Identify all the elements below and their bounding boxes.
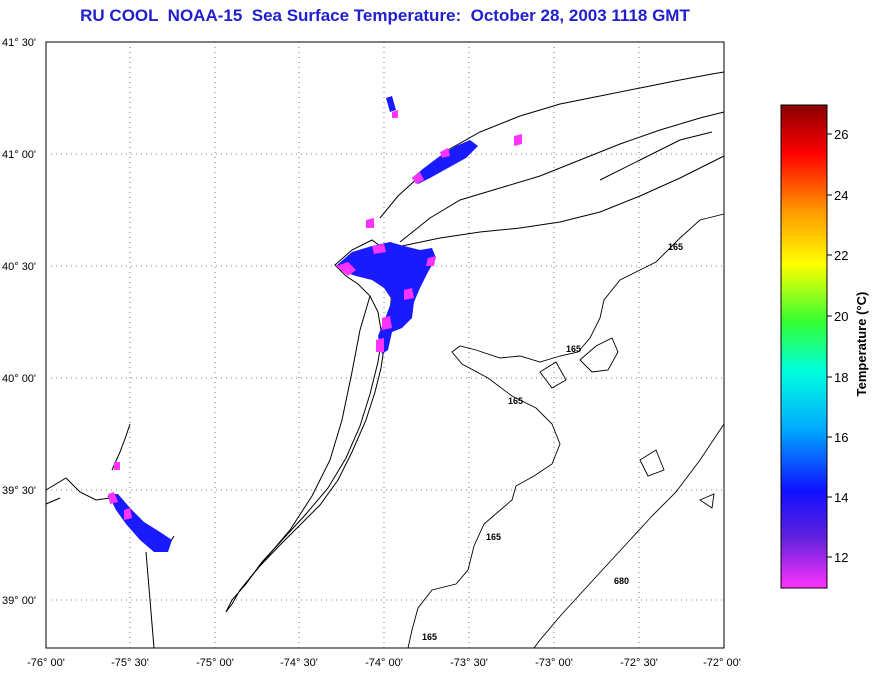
- colorbar-tick: 12: [834, 550, 848, 565]
- colorbar-label: Temperature (°C): [854, 292, 869, 397]
- lon-label: -74° 00': [365, 657, 403, 669]
- colorbar-tick: 26: [834, 127, 848, 142]
- colorbar-tick: 22: [834, 248, 848, 263]
- lon-label: -74° 30': [280, 657, 318, 669]
- contour-label: 165: [486, 532, 501, 542]
- map-title: RU COOL NOAA-15 Sea Surface Temperature:…: [80, 6, 690, 25]
- contour-label: 165: [668, 242, 683, 252]
- latitude-labels: 41° 30' 41° 00' 40° 30' 40° 00' 39° 30' …: [2, 37, 36, 607]
- colorbar-tick: 24: [834, 188, 848, 203]
- colorbar-tick: 18: [834, 370, 848, 385]
- lat-label: 41° 00': [2, 149, 36, 161]
- lon-label: -76° 00': [27, 657, 65, 669]
- colorbar-tick: 14: [834, 490, 848, 505]
- lon-label: -73° 30': [450, 657, 488, 669]
- colorbar-tick: 20: [834, 309, 848, 324]
- lon-label: -73° 00': [535, 657, 573, 669]
- lon-label: -75° 30': [111, 657, 149, 669]
- isobath-contours: [407, 213, 725, 649]
- graticule: [46, 42, 724, 648]
- lat-label: 40° 00': [2, 373, 36, 385]
- contour-label: 165: [508, 396, 523, 406]
- contour-label: 165: [566, 344, 581, 354]
- lon-label: -72° 00': [703, 657, 741, 669]
- colorbar-tick: 16: [834, 430, 848, 445]
- color-bar: 26 24 22 20 18 16 14 12 Temperature (°C): [780, 104, 869, 589]
- contour-label: 680: [614, 576, 629, 586]
- lat-label: 41° 30': [2, 37, 36, 49]
- longitude-labels: -76° 00' -75° 30' -75° 00' -74° 30' -74°…: [27, 657, 741, 669]
- sst-data-pixels: [108, 96, 522, 552]
- lat-label: 39° 00': [2, 595, 36, 607]
- contour-labels: 165 165 165 165 680 165: [422, 242, 683, 642]
- lon-label: -75° 00': [196, 657, 234, 669]
- lat-label: 40° 30': [2, 261, 36, 273]
- contour-label: 165: [422, 632, 437, 642]
- lon-label: -72° 30': [620, 657, 658, 669]
- lat-label: 39° 30': [2, 485, 36, 497]
